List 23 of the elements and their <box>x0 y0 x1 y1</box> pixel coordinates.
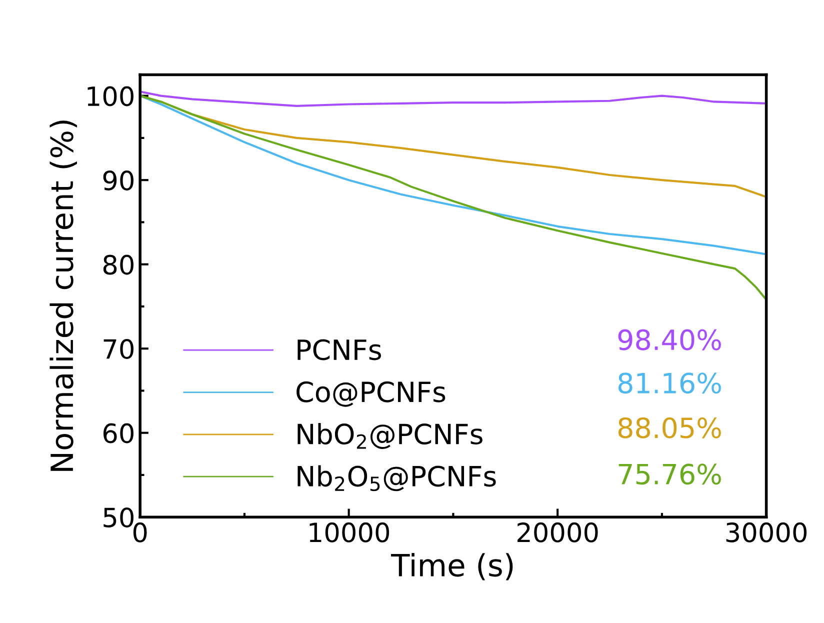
x-tick-label: 10000 <box>310 522 390 542</box>
x-tick-label: 0 <box>133 522 147 542</box>
line-series <box>140 94 766 301</box>
legend-label: NbO$_{2}$@PCNFs <box>298 423 482 449</box>
y-tick-label: 70 <box>104 339 134 359</box>
y-tick-label: 50 <box>104 508 134 528</box>
legend-label: Nb$_{2}$O$_{5}$@PCNFs <box>298 465 496 492</box>
legend-label: Co@PCNFs <box>296 381 446 407</box>
annotation: 75.76% <box>618 464 721 485</box>
y-axis-title: Normalized current (%) <box>50 120 77 471</box>
y-tick-label: 60 <box>103 423 134 444</box>
annotation: 98.40% <box>618 329 721 350</box>
y-tick-label: 100 <box>88 86 134 106</box>
line-series <box>140 94 766 256</box>
x-tick-label: 20000 <box>518 522 598 542</box>
legend-label: PCNFs <box>298 339 381 360</box>
line-series <box>140 90 766 107</box>
annotation: 88.05% <box>618 417 721 438</box>
annotation: 81.16% <box>618 372 721 394</box>
y-tick-label: 80 <box>103 254 134 275</box>
x-tick-label: 30000 <box>726 522 807 542</box>
x-axis-title: Time (s) <box>390 553 513 580</box>
y-tick-label: 90 <box>103 170 134 190</box>
